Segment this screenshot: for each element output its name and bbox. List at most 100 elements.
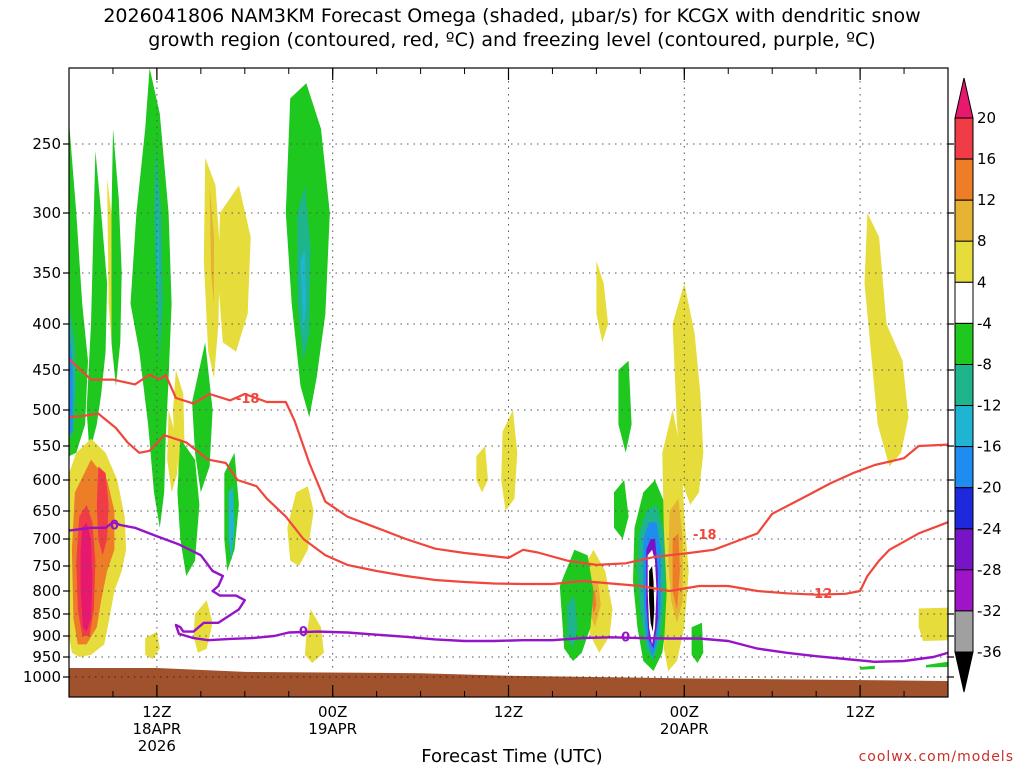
- y-tick-label: 1000: [23, 668, 61, 686]
- y-tick-label: 850: [32, 605, 61, 623]
- x-tick-label: 19APR: [308, 720, 357, 738]
- colorbar-label: -12: [977, 397, 1002, 415]
- omega-region: [145, 631, 160, 659]
- contour-label-freezing-c: 0: [621, 630, 630, 645]
- omega-region: [864, 213, 909, 467]
- terrain-ground: [69, 668, 948, 697]
- colorbar-label: 4: [977, 273, 987, 291]
- colorbar-box: [954, 158, 974, 201]
- y-tick-label: 750: [32, 557, 61, 575]
- x-tick-label: 2026: [138, 737, 176, 755]
- omega-region: [156, 199, 160, 304]
- colorbar-box: [954, 117, 974, 160]
- colorbar-label: 20: [977, 109, 996, 127]
- omega-region: [167, 410, 178, 493]
- colorbar-label: 8: [977, 232, 987, 250]
- omega-region: [614, 480, 629, 539]
- credit-text: coolwx.com/models: [858, 749, 1014, 765]
- omega-region: [177, 438, 200, 576]
- colorbar-box: [954, 281, 974, 324]
- omega-region: [501, 410, 518, 511]
- omega-region: [287, 486, 314, 566]
- omega-region: [304, 609, 324, 663]
- omega-region: [69, 324, 73, 436]
- title-line-2: growth region (contoured, red, ºC) and f…: [148, 29, 876, 51]
- colorbar-box: [954, 487, 974, 530]
- y-tick-label: 550: [32, 437, 61, 455]
- y-tick-label: 350: [32, 264, 61, 282]
- omega-region: [218, 185, 251, 352]
- omega-region: [130, 68, 172, 528]
- omega-region: [691, 622, 704, 663]
- colorbar-box: [954, 528, 974, 571]
- colorbar-arrow-bottom: [954, 651, 974, 693]
- colorbar-box: [954, 569, 974, 612]
- colorbar-label: -20: [977, 479, 1002, 497]
- omega-region: [860, 665, 875, 670]
- omega-shading: [69, 68, 948, 671]
- contour-lines: -18 -18 -12 0 0 0: [69, 358, 948, 663]
- colorbar-box: [954, 610, 974, 653]
- y-tick-label: 600: [32, 471, 61, 489]
- colorbar-box: [954, 364, 974, 407]
- omega-region: [567, 595, 578, 649]
- y-tick-label: 500: [32, 401, 61, 419]
- omega-region: [80, 522, 93, 632]
- colorbar: 20 16 12 8 4 -4 -8 -12 -16 -20 -24 -28 -32 -36: [954, 77, 1002, 693]
- contour-label-minus18: -18: [236, 392, 260, 407]
- y-axis: 250 300 350 400 450 500 550 600 650 700 750 800 850 9…: [23, 135, 954, 686]
- colorbar-label: -4: [977, 314, 992, 332]
- y-tick-label: 400: [32, 315, 61, 333]
- colorbar-box: [954, 405, 974, 448]
- y-tick-label: 950: [32, 648, 61, 666]
- omega-region: [596, 261, 609, 343]
- colorbar-box: [954, 199, 974, 242]
- contour-label-freezing: 0: [110, 519, 119, 534]
- y-tick-label: 450: [32, 361, 61, 379]
- x-tick-label: 00Z: [318, 703, 347, 721]
- colorbar-label: -24: [977, 520, 1002, 538]
- colorbar-label: -32: [977, 602, 1002, 620]
- x-tick-label: 12Z: [494, 703, 523, 721]
- contour-minus12: [69, 412, 948, 596]
- omega-region: [209, 185, 214, 304]
- x-tick-label: 12Z: [142, 703, 171, 721]
- omega-region: [228, 486, 235, 561]
- contour-freezing: [69, 521, 948, 663]
- x-axis-title: Forecast Time (UTC): [421, 746, 603, 767]
- colorbar-label: 16: [977, 150, 996, 168]
- grid-lines: [69, 68, 948, 697]
- y-tick-label: 900: [32, 627, 61, 645]
- contour-minus18: [69, 358, 948, 566]
- chart-title: 2026041806 NAM3KM Forecast Omega (shaded…: [0, 4, 1024, 52]
- title-line-1: 2026041806 NAM3KM Forecast Omega (shaded…: [103, 5, 921, 27]
- omega-region: [192, 342, 213, 493]
- y-tick-label: 700: [32, 530, 61, 548]
- omega-region: [86, 150, 108, 453]
- y-tick-label: 800: [32, 582, 61, 600]
- y-tick-label: 250: [32, 135, 61, 153]
- y-tick-label: 300: [32, 204, 61, 222]
- colorbar-label: 12: [977, 191, 996, 209]
- colorbar-arrow-top: [954, 77, 974, 119]
- omega-region: [618, 360, 632, 453]
- omega-region: [476, 446, 488, 493]
- omega-region: [649, 566, 655, 632]
- x-tick-label: 18APR: [132, 720, 181, 738]
- colorbar-label: -16: [977, 438, 1002, 456]
- omega-region: [111, 128, 122, 387]
- colorbar-box: [954, 322, 974, 365]
- contour-label-freezing-b: 0: [299, 625, 308, 640]
- omega-region: [300, 249, 307, 334]
- omega-region: [926, 661, 948, 668]
- contour-label-minus18-b: -18: [693, 528, 717, 543]
- terrain: [69, 668, 948, 697]
- colorbar-label: -8: [977, 355, 992, 373]
- x-tick-label: 12Z: [845, 703, 874, 721]
- colorbar-label: -36: [977, 643, 1002, 661]
- contour-label-minus12: -12: [809, 587, 833, 602]
- omega-region: [918, 607, 948, 641]
- colorbar-label: -28: [977, 561, 1002, 579]
